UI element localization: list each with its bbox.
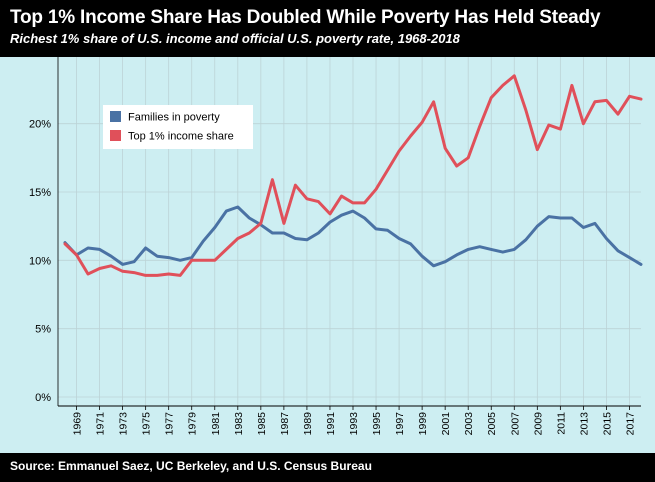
x-tick-label: 2013: [578, 412, 590, 436]
x-tick-label: 2011: [555, 412, 567, 435]
x-tick-label: 1983: [233, 412, 245, 436]
legend-label-poverty: Families in poverty: [128, 112, 220, 124]
series-lines: [63, 74, 643, 277]
legend-swatch-poverty: [110, 111, 121, 122]
x-axis-ticks: 1969 1971 1973 1975 1977 1979 1981 1983 1985 1987…: [72, 406, 636, 436]
y-tick-label: 15%: [29, 187, 51, 199]
x-tick-label: 1989: [302, 412, 314, 436]
x-tick-label: 1969: [72, 412, 84, 436]
x-tick-label: 1995: [371, 412, 383, 436]
legend-swatch-top1: [110, 130, 121, 141]
x-tick-label: 1999: [417, 412, 429, 436]
x-tick-label: 1971: [95, 412, 107, 436]
chart-title: Top 1% Income Share Has Doubled While Po…: [10, 7, 601, 28]
x-tick-label: 1997: [394, 412, 406, 436]
x-tick-label: 1985: [256, 412, 268, 436]
y-tick-label: 10%: [29, 255, 51, 267]
plot-background: [0, 57, 655, 453]
y-axis-ticks: 0% 5% 10% 15% 20%: [29, 119, 51, 404]
x-tick-label: 2015: [601, 412, 613, 436]
x-tick-label: 2017: [624, 412, 636, 436]
x-tick-label: 1977: [164, 412, 176, 436]
plot-area: 0% 5% 10% 15% 20% 1969 1971 1973 1975 1977 1979 19…: [0, 57, 655, 453]
legend-label-top1: Top 1% income share: [128, 131, 234, 143]
line-chart: 0%5%10%15%20% 1969 1971 1973 1975 1977 1979 19…: [0, 57, 655, 453]
x-tick-label: 2003: [463, 412, 475, 436]
x-tick-label: 1991: [325, 412, 337, 436]
x-tick-label: 2007: [509, 412, 521, 436]
x-tick-label: 1973: [118, 412, 130, 436]
series-line-top1: [63, 74, 643, 277]
x-tick-label: 1981: [210, 412, 222, 436]
x-tick-label: 1979: [187, 412, 199, 436]
legend-box: [103, 105, 253, 149]
chart-subtitle: Richest 1% share of U.S. income and offi…: [10, 31, 460, 46]
x-tick-label: 1975: [141, 412, 153, 436]
x-tick-label: 2005: [486, 412, 498, 436]
y-tick-label: 20%: [29, 119, 51, 131]
x-tick-label: 2001: [440, 412, 452, 436]
x-tick-label: 1987: [279, 412, 291, 436]
y-tick-label: 5%: [35, 324, 51, 336]
series-line-poverty: [63, 205, 643, 268]
y-tick-label: 0%: [35, 392, 51, 404]
x-tick-label: 1993: [348, 412, 360, 436]
source-note: Source: Emmanuel Saez, UC Berkeley, and …: [10, 459, 372, 473]
legend: Families in poverty Top 1% income share: [103, 105, 253, 149]
x-tick-label: 2009: [532, 412, 544, 436]
